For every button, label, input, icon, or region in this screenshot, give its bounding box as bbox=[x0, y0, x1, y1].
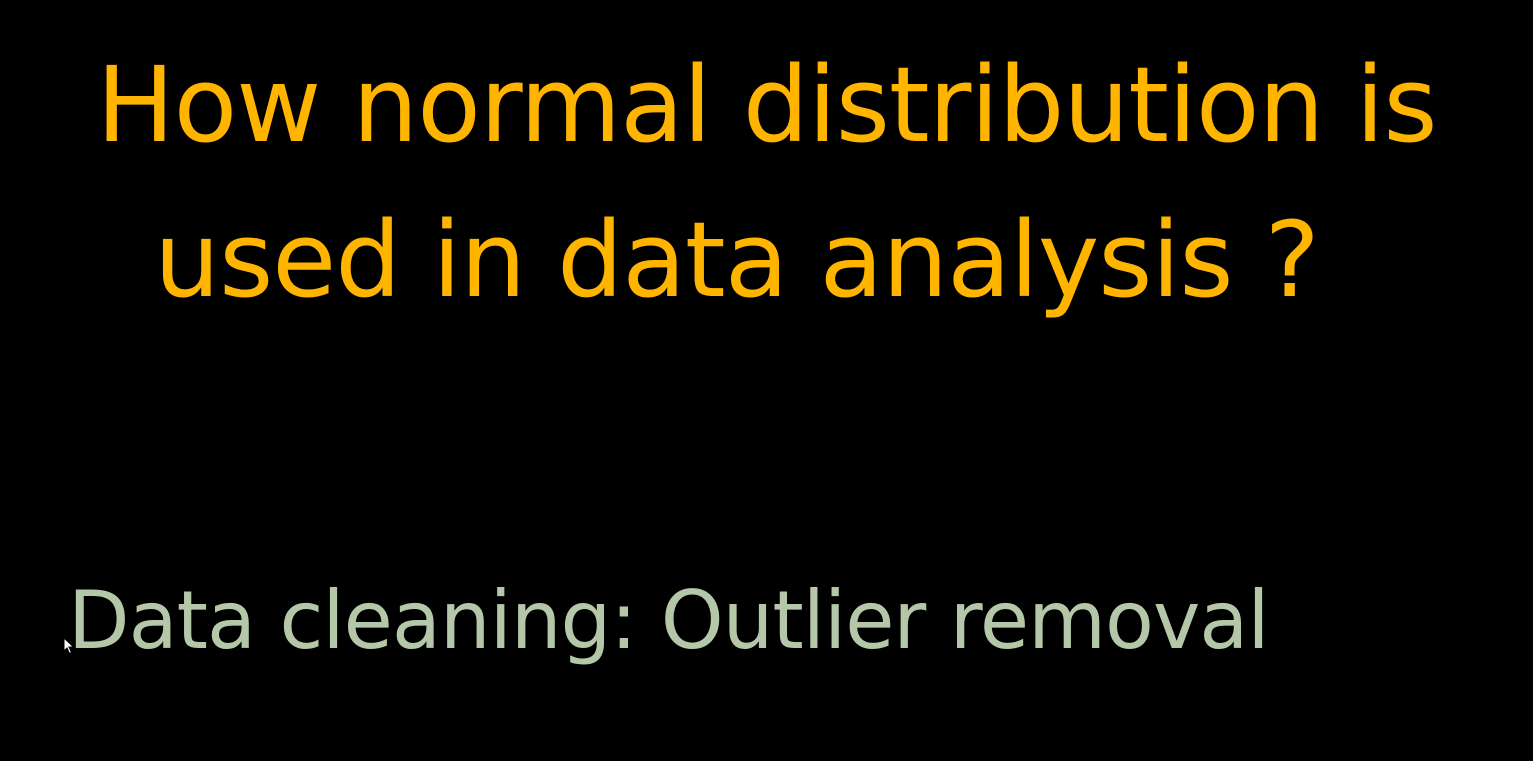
slide-subtitle: Data cleaning: Outlier removal bbox=[68, 574, 1270, 667]
slide-title: How normal distribution is used in data … bbox=[0, 28, 1533, 338]
mouse-pointer-icon bbox=[63, 637, 75, 655]
slide-title-line-2: used in data analysis ? bbox=[154, 199, 1320, 321]
slide-title-line-1: How normal distribution is bbox=[96, 44, 1437, 166]
